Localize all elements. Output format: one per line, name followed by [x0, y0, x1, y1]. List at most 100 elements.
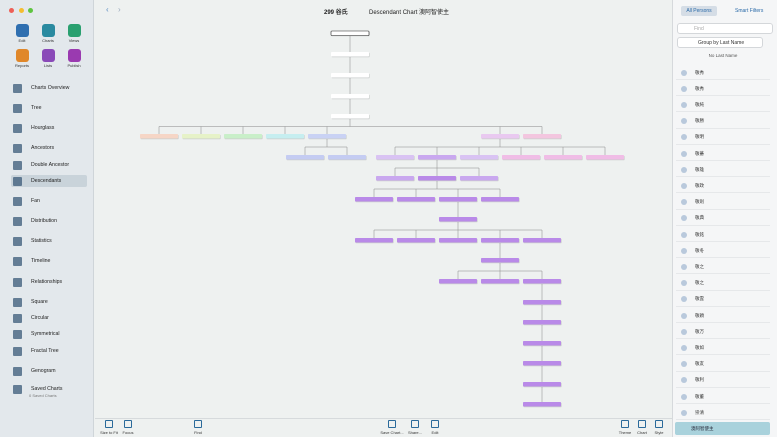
person-row[interactable]: 敬友	[676, 358, 770, 372]
person-row[interactable]: 敬利	[676, 374, 770, 388]
person-row[interactable]: 敬明	[676, 131, 770, 145]
tool-button[interactable]: Publish	[64, 49, 84, 68]
tool-button[interactable]: Lists	[38, 49, 58, 68]
item-icon	[13, 103, 22, 113]
sidebar-item[interactable]: Ancestors	[11, 142, 87, 154]
forward-button[interactable]: ›	[118, 5, 121, 14]
sidebar-item[interactable]: Hourglass	[11, 122, 87, 134]
person-row[interactable]: 敬之	[676, 277, 770, 291]
person-avatar	[681, 134, 687, 141]
bottom-toolbar	[95, 418, 672, 437]
person-node	[397, 238, 435, 243]
bottom-tool-label: Chart	[637, 430, 647, 435]
person-row[interactable]: 敬則	[676, 196, 770, 210]
saved-subtitle: 0 Saved Charts	[29, 393, 57, 398]
person-row[interactable]: 敬蕃	[676, 147, 770, 161]
person-row[interactable]: 敬之	[676, 260, 770, 275]
bottom-tool-label: Size to Fit	[100, 430, 118, 435]
sidebar-item[interactable]: Double Ancestor	[11, 159, 87, 171]
person-row[interactable]: 敬典	[676, 212, 770, 226]
bottom-tool[interactable]: Focus	[113, 420, 143, 435]
sidebar-item[interactable]: Symmetrical	[11, 328, 87, 340]
person-name: 敬蕃	[695, 150, 704, 156]
back-button[interactable]: ‹	[106, 5, 109, 14]
tool-button[interactable]: Reports	[12, 49, 32, 68]
bottom-tool[interactable]: Theme	[610, 420, 640, 435]
sidebar-item[interactable]: Relationships	[11, 276, 87, 288]
sidebar-item[interactable]: Fractal Tree	[11, 345, 87, 357]
person-avatar	[681, 101, 687, 108]
tool-icon	[41, 49, 55, 62]
zoom-button[interactable]	[28, 8, 33, 13]
chart-canvas	[140, 30, 625, 408]
selected-person[interactable]: 澳阿智使主	[675, 422, 770, 435]
tool-button[interactable]: Charts	[38, 24, 58, 43]
bottom-tool[interactable]: Find	[183, 420, 213, 435]
tool-icon	[41, 24, 55, 37]
person-name: 敬友	[695, 361, 704, 367]
item-icon	[13, 313, 22, 323]
tool-icon	[15, 49, 29, 62]
bottom-tool[interactable]: Chart	[627, 420, 657, 435]
bottom-tool[interactable]: Share...	[400, 420, 430, 435]
person-avatar	[681, 118, 687, 125]
person-row[interactable]: 敬雄	[676, 163, 770, 178]
person-node	[523, 300, 561, 305]
person-avatar	[681, 182, 687, 189]
sidebar-item[interactable]: Saved Charts	[11, 383, 87, 395]
person-row[interactable]: 崇清	[676, 406, 770, 421]
minimize-button[interactable]	[19, 8, 24, 13]
person-row[interactable]: 敬穎	[676, 309, 770, 323]
bottom-tool[interactable]: Save Chart...	[377, 420, 407, 435]
person-node	[328, 155, 366, 160]
person-row[interactable]: 敬秀	[676, 66, 770, 80]
bottom-tool[interactable]: Edit	[420, 420, 450, 435]
sidebar-item[interactable]: Square	[11, 296, 87, 308]
close-button[interactable]	[9, 8, 14, 13]
bottom-tool-icon	[431, 420, 439, 428]
sidebar-item[interactable]: Statistics	[11, 235, 87, 247]
tab-all-persons[interactable]: All Persons	[681, 6, 717, 16]
person-name: 敬冬	[695, 247, 704, 253]
person-row[interactable]: 敬雲	[676, 293, 770, 307]
item-label: Descendants	[31, 178, 62, 184]
bottom-tool[interactable]: Style	[644, 420, 674, 435]
bottom-tool-icon	[638, 420, 646, 428]
person-node	[523, 341, 561, 346]
bottom-tool-label: Edit	[431, 430, 439, 435]
tool-button[interactable]: Views	[64, 24, 84, 43]
item-icon	[13, 160, 22, 170]
person-row[interactable]: 敬董	[676, 390, 770, 404]
sidebar-item[interactable]: Genogram	[11, 365, 87, 377]
person-row[interactable]: 敬冬	[676, 244, 770, 259]
person-row[interactable]: 敬純	[676, 98, 770, 113]
sidebar-item[interactable]: Descendants	[11, 175, 87, 187]
person-avatar	[681, 199, 687, 206]
sidebar-item[interactable]: Timeline	[11, 255, 87, 267]
person-node	[286, 155, 324, 160]
item-icon	[13, 277, 22, 287]
item-icon	[13, 366, 22, 376]
person-avatar	[681, 393, 687, 400]
person-row[interactable]: 敬万	[676, 325, 770, 340]
person-row[interactable]: 敬勝	[676, 115, 770, 129]
sidebar-item[interactable]: Charts Overview	[11, 82, 87, 94]
person-node	[330, 30, 370, 36]
sidebar-item[interactable]: Tree	[11, 102, 87, 114]
person-row[interactable]: 敬秀	[676, 82, 770, 97]
sidebar-item[interactable]: Distribution	[11, 215, 87, 227]
sidebar-item[interactable]: Fan	[11, 195, 87, 207]
group-popup[interactable]: Group by Last Name	[677, 37, 763, 48]
search-field[interactable]: Find	[677, 23, 773, 34]
person-avatar	[681, 409, 687, 416]
person-name: 崇清	[695, 409, 704, 415]
tool-button[interactable]: Edit	[12, 24, 32, 43]
bottom-tool[interactable]: Size to Fit	[94, 420, 124, 435]
person-node	[544, 155, 582, 160]
sidebar-item[interactable]: Circular	[11, 312, 87, 324]
person-row[interactable]: 敬政	[676, 179, 770, 194]
tab-smart-filters[interactable]: Smart Filters	[735, 8, 764, 14]
person-row[interactable]: 敬銘	[676, 228, 770, 242]
tool-icon	[67, 49, 81, 62]
person-row[interactable]: 敬如	[676, 341, 770, 356]
